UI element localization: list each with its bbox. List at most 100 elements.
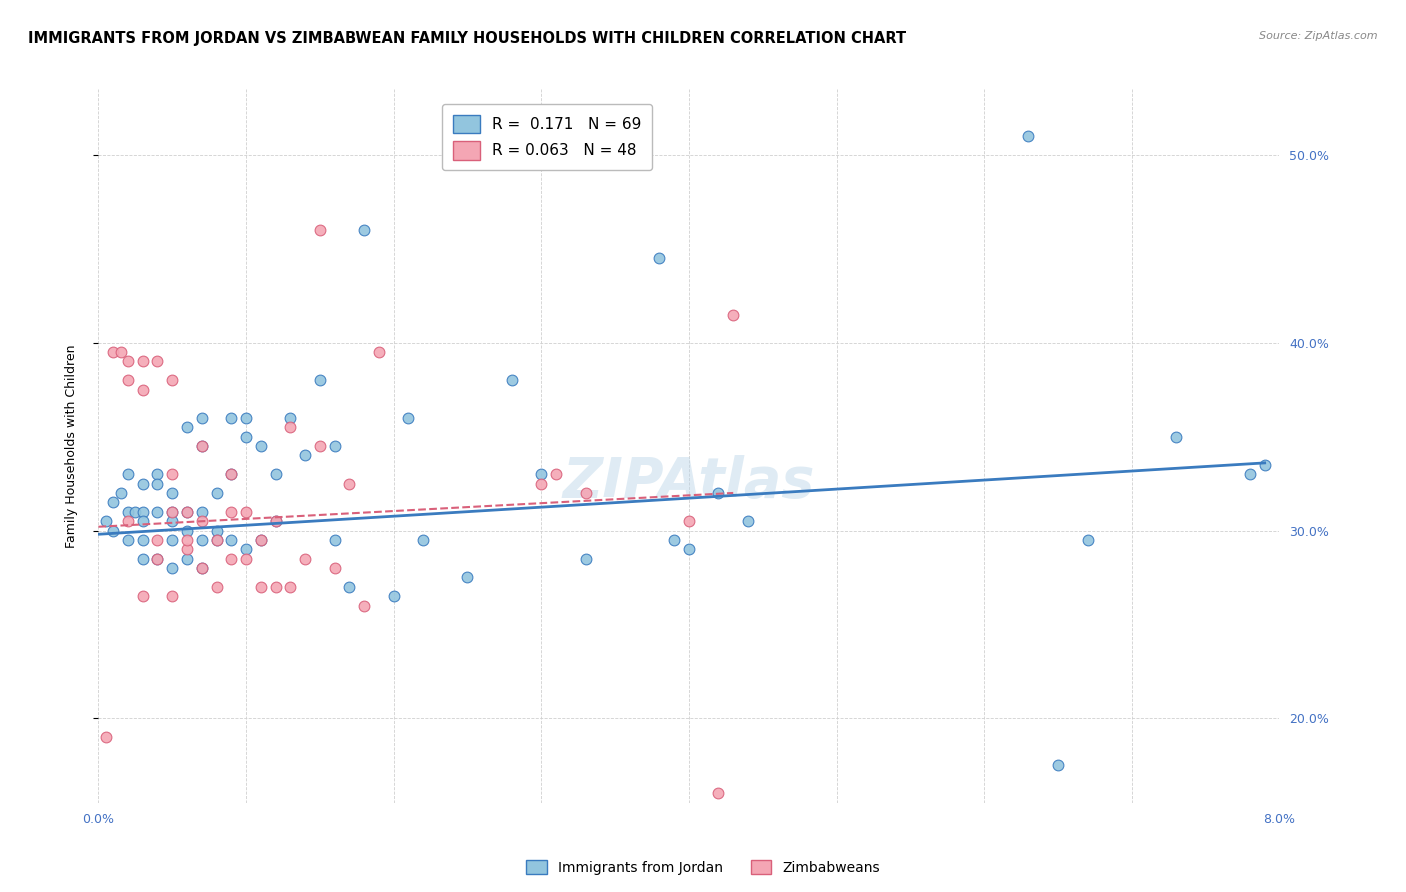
Point [146,551,169,566]
Point [176,542,198,557]
Point [132,551,155,566]
Point [110,345,132,359]
Point [162,486,183,500]
Point [457,570,479,584]
Point [162,514,183,528]
Point [103,345,125,359]
Point [117,514,139,528]
Y-axis label: Family Households with Children: Family Households with Children [65,344,77,548]
Point [323,561,346,575]
Point [235,505,257,519]
Point [382,589,405,603]
Point [323,439,346,453]
Point [132,514,155,528]
Point [1046,758,1070,772]
Point [309,223,332,237]
Point [132,476,155,491]
Point [235,429,257,443]
Point [146,533,169,547]
Point [146,476,169,491]
Point [221,467,243,482]
Text: ZIPAtlas: ZIPAtlas [562,455,815,508]
Point [162,589,183,603]
Point [103,495,125,509]
Point [146,551,169,566]
Point [94,730,117,744]
Point [707,786,730,800]
Point [737,514,759,528]
Point [176,533,198,547]
Point [678,542,700,557]
Point [1239,467,1261,482]
Point [250,533,273,547]
Point [398,410,420,425]
Text: Source: ZipAtlas.com: Source: ZipAtlas.com [1260,31,1378,41]
Point [162,533,183,547]
Point [221,551,243,566]
Point [132,589,155,603]
Point [191,561,214,575]
Point [191,505,214,519]
Point [723,308,745,322]
Point [264,514,287,528]
Point [221,410,243,425]
Point [117,467,139,482]
Point [132,354,155,368]
Point [205,533,228,547]
Point [162,505,183,519]
Point [264,514,287,528]
Legend: R =  0.171   N = 69, R = 0.063   N = 48: R = 0.171 N = 69, R = 0.063 N = 48 [441,104,652,170]
Point [176,505,198,519]
Point [250,580,273,594]
Point [1254,458,1277,472]
Point [309,373,332,387]
Point [124,505,146,519]
Point [117,533,139,547]
Point [132,383,155,397]
Point [205,533,228,547]
Point [648,251,671,265]
Point [176,420,198,434]
Point [191,439,214,453]
Point [264,467,287,482]
Point [94,514,117,528]
Text: IMMIGRANTS FROM JORDAN VS ZIMBABWEAN FAMILY HOUSEHOLDS WITH CHILDREN CORRELATION: IMMIGRANTS FROM JORDAN VS ZIMBABWEAN FAM… [28,31,907,46]
Point [176,505,198,519]
Point [132,505,155,519]
Point [117,354,139,368]
Point [162,505,183,519]
Point [205,524,228,538]
Point [235,551,257,566]
Point [221,505,243,519]
Point [1018,129,1040,144]
Point [546,467,568,482]
Point [530,476,553,491]
Point [353,599,375,613]
Point [191,561,214,575]
Point [264,580,287,594]
Point [235,410,257,425]
Point [146,354,169,368]
Point [162,561,183,575]
Point [1077,533,1099,547]
Point [117,373,139,387]
Point [250,439,273,453]
Point [678,514,700,528]
Legend: Immigrants from Jordan, Zimbabweans: Immigrants from Jordan, Zimbabweans [520,855,886,880]
Point [146,467,169,482]
Point [294,449,316,463]
Point [353,223,375,237]
Point [176,551,198,566]
Point [530,467,553,482]
Point [117,505,139,519]
Point [280,580,302,594]
Point [221,467,243,482]
Point [191,533,214,547]
Point [575,486,598,500]
Point [575,551,598,566]
Point [707,486,730,500]
Point [205,580,228,594]
Point [368,345,391,359]
Point [1166,429,1188,443]
Point [412,533,434,547]
